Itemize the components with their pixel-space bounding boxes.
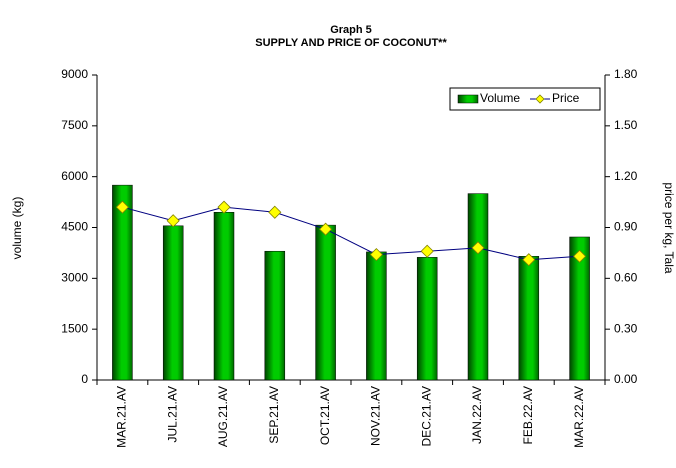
y2-tick-label: 0.30 — [614, 321, 638, 335]
y-tick-label: 0 — [81, 372, 88, 386]
legend-box — [449, 87, 601, 111]
x-tick-label: MAR.21.AV — [115, 386, 129, 448]
price-marker — [319, 222, 333, 236]
x-tick-label: JUL.21.AV — [165, 386, 179, 442]
chart-subtitle: SUPPLY AND PRICE OF COCONUT** — [255, 37, 447, 49]
x-tick-label: DEC.21.AV — [419, 386, 433, 446]
price-marker — [420, 244, 434, 258]
legend-label: Volume — [480, 91, 520, 105]
x-tick-label: AUG.21.AV — [216, 386, 230, 447]
y-tick-label: 4500 — [61, 220, 88, 234]
bar — [416, 257, 438, 381]
y-tick-label: 9000 — [61, 67, 88, 81]
price-marker — [268, 205, 282, 219]
y-axis-label: volume (kg) — [10, 197, 24, 260]
y2-tick-label: 1.50 — [614, 118, 638, 132]
chart-title: Graph 5 — [330, 24, 372, 36]
bar — [315, 224, 336, 381]
legend-swatch — [457, 94, 479, 104]
legend-marker — [535, 94, 545, 104]
y2-tick-label: 1.20 — [614, 169, 638, 183]
y2-tick-label: 0.90 — [614, 220, 638, 234]
bar — [213, 212, 235, 381]
y2-tick-label: 0.00 — [614, 372, 638, 386]
price-marker — [115, 200, 129, 214]
price-marker — [471, 241, 485, 255]
y-tick-label: 1500 — [61, 321, 88, 335]
legend-label: Price — [552, 91, 580, 105]
x-tick-label: SEP.21.AV — [267, 386, 281, 444]
price-marker — [573, 249, 587, 263]
y-tick-label: 3000 — [61, 271, 88, 285]
bar — [569, 236, 590, 381]
bar — [518, 256, 540, 381]
bar — [112, 184, 133, 381]
x-tick-label: FEB.22.AV — [521, 386, 535, 444]
bar — [264, 250, 286, 381]
price-marker — [166, 214, 180, 228]
x-tick-label: MAR.22.AV — [572, 386, 586, 448]
bar — [366, 251, 387, 381]
y2-tick-label: 0.60 — [614, 271, 638, 285]
y2-tick-label: 1.80 — [614, 67, 638, 81]
price-marker — [369, 248, 383, 262]
x-tick-label: JAN.22.AV — [470, 386, 484, 444]
x-tick-label: OCT.21.AV — [318, 386, 332, 445]
price-line — [122, 206, 580, 261]
y-tick-label: 6000 — [61, 169, 88, 183]
price-marker — [217, 200, 231, 214]
price-marker — [522, 253, 536, 267]
x-tick-label: NOV.21.AV — [369, 386, 383, 446]
bar — [467, 193, 489, 381]
y-tick-label: 7500 — [61, 118, 88, 132]
bar — [162, 225, 184, 381]
y2-axis-label: price per kg, Tala — [662, 182, 676, 273]
